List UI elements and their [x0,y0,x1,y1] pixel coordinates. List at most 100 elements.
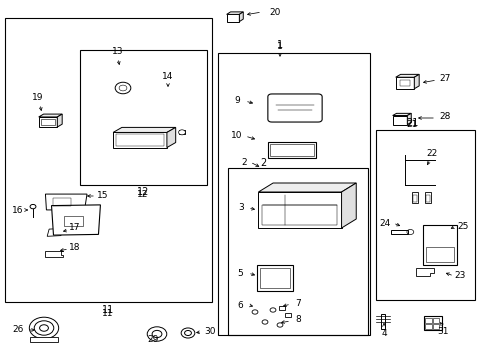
Bar [432,324,438,329]
Text: 24: 24 [379,219,390,228]
Text: 29: 29 [147,336,159,345]
Text: 23: 23 [453,271,465,280]
Polygon shape [392,113,410,116]
Bar [80,50,206,185]
Bar [256,265,293,291]
Text: 12: 12 [137,189,148,198]
Text: 26: 26 [12,325,23,334]
Bar [115,134,164,146]
Circle shape [262,320,267,324]
Bar [392,116,407,125]
Text: 1: 1 [277,41,282,50]
Polygon shape [45,194,87,210]
Polygon shape [239,12,243,22]
Text: 31: 31 [436,328,448,337]
Bar [270,144,313,157]
FancyBboxPatch shape [267,94,322,122]
Text: 16: 16 [12,206,24,215]
Text: 2: 2 [241,158,246,166]
Bar [39,117,57,127]
Text: 28: 28 [438,112,450,121]
Bar [375,130,474,300]
Bar [64,216,82,226]
Bar [53,198,71,206]
Bar [425,195,429,202]
Text: 5: 5 [237,269,243,278]
Text: 20: 20 [269,8,280,17]
Text: 9: 9 [234,95,240,104]
Circle shape [181,328,194,338]
Bar [424,324,430,329]
Text: 10: 10 [231,131,242,140]
Text: 22: 22 [426,149,437,158]
Polygon shape [39,114,62,117]
Text: 8: 8 [295,315,300,324]
Text: 25: 25 [456,221,468,230]
Text: 1: 1 [276,40,283,50]
Text: 12: 12 [137,187,149,197]
Text: 27: 27 [438,73,450,82]
Bar [278,306,285,310]
Text: 13: 13 [112,48,123,57]
Text: 14: 14 [162,72,173,81]
Bar [412,195,417,202]
Bar [432,318,438,323]
Bar [399,80,409,86]
Circle shape [29,317,59,339]
Bar [424,192,430,203]
Bar [284,313,291,317]
Polygon shape [341,183,355,228]
Polygon shape [113,127,175,132]
Circle shape [178,130,185,135]
Bar [380,314,385,329]
Bar [258,192,341,228]
Circle shape [152,330,162,338]
Text: 18: 18 [69,243,81,252]
Bar [423,225,456,265]
Bar [5,18,212,302]
Text: 6: 6 [237,301,243,310]
Bar [179,130,184,135]
Text: 2: 2 [259,158,265,168]
Circle shape [40,325,48,331]
Bar [395,77,413,89]
Polygon shape [395,75,418,77]
Text: 21: 21 [405,118,417,128]
Bar [259,267,290,288]
Text: 4: 4 [381,329,386,338]
Bar [411,192,418,203]
Text: 15: 15 [97,192,108,201]
Bar [227,168,367,335]
Text: 21: 21 [406,120,417,129]
Bar [423,316,441,330]
Bar [390,230,407,234]
Circle shape [115,82,131,94]
Bar [267,142,316,158]
Bar [113,132,166,148]
Polygon shape [51,205,100,235]
Circle shape [184,330,191,336]
Text: 11: 11 [102,305,114,315]
Text: 7: 7 [295,300,300,309]
Polygon shape [57,114,62,127]
Polygon shape [258,183,355,192]
Polygon shape [47,228,62,236]
Text: 11: 11 [102,309,114,318]
Circle shape [251,310,257,314]
Bar [262,205,336,225]
Bar [226,14,239,22]
Text: 30: 30 [204,328,215,337]
Circle shape [147,327,166,341]
Circle shape [277,323,283,327]
Text: 17: 17 [69,224,81,233]
Polygon shape [226,12,243,14]
Polygon shape [415,269,433,276]
Polygon shape [413,75,418,89]
Bar [30,337,58,342]
Bar [425,247,453,262]
Bar [424,318,430,323]
Circle shape [30,204,36,209]
Polygon shape [166,127,175,148]
Polygon shape [45,251,62,257]
Bar [41,119,55,125]
